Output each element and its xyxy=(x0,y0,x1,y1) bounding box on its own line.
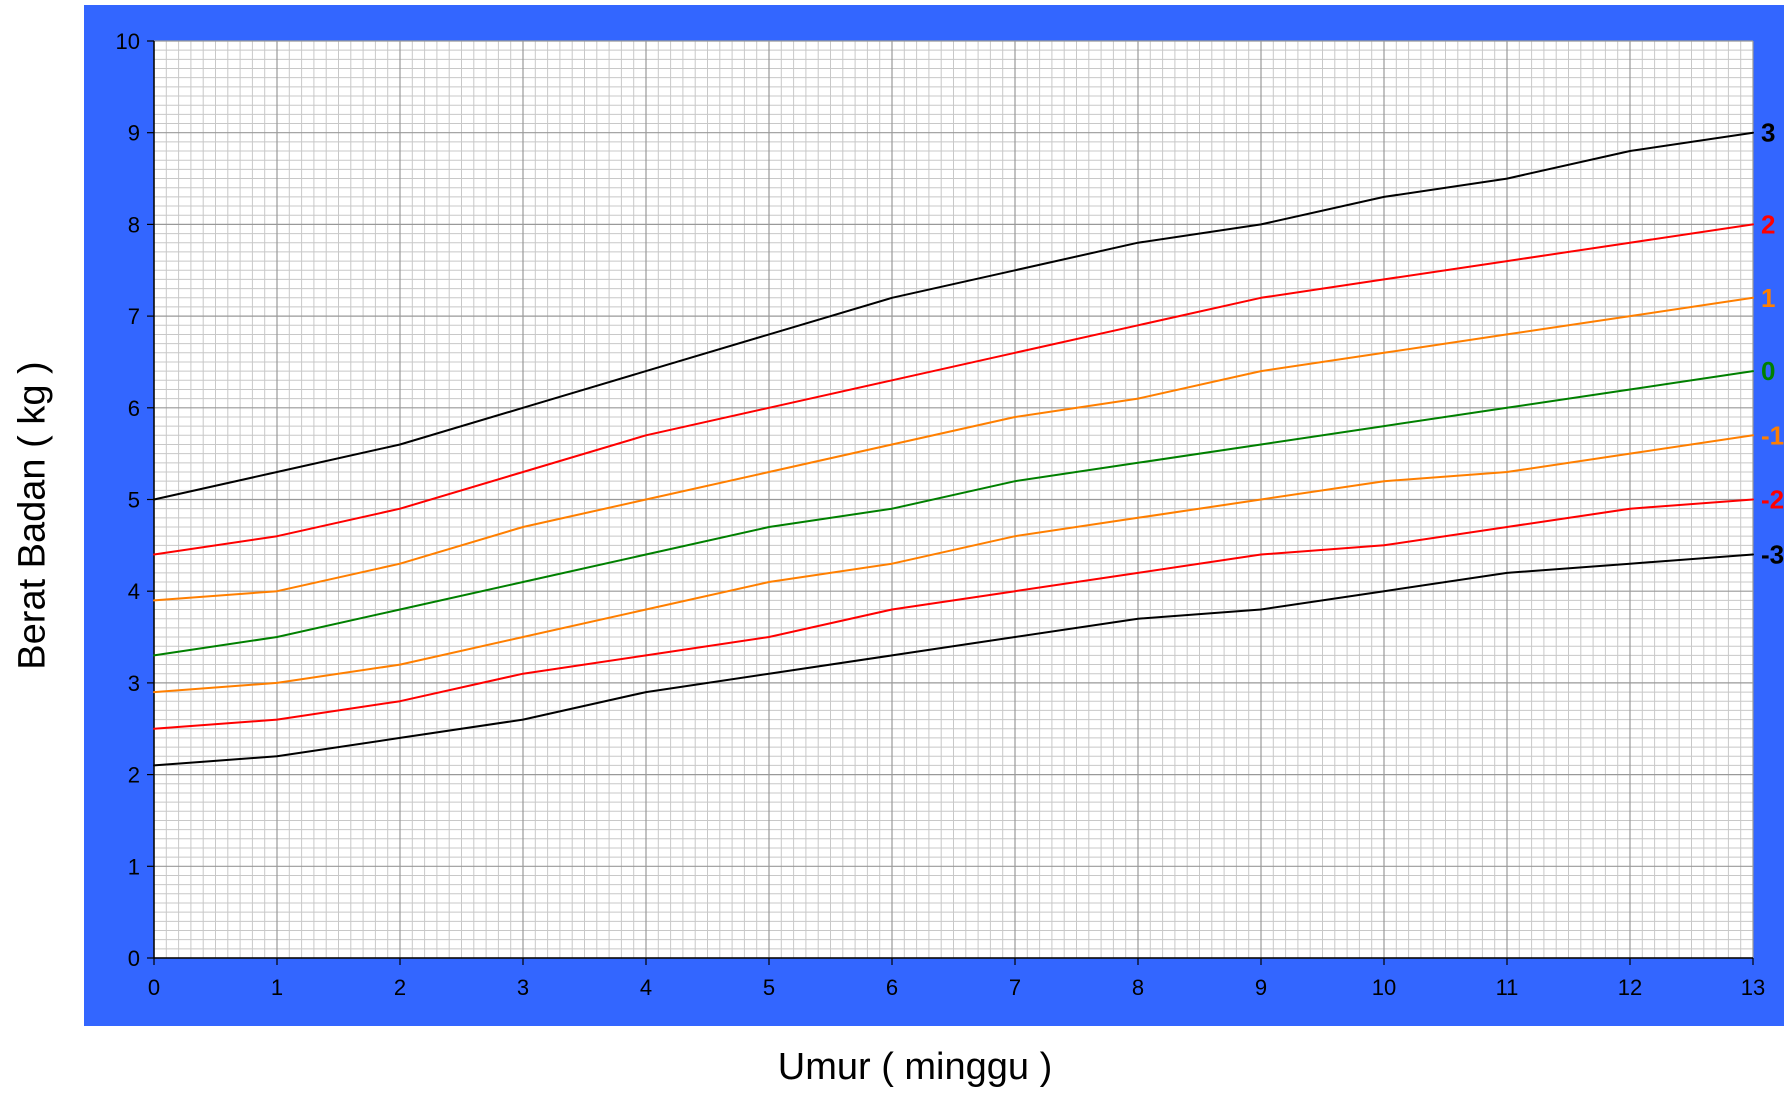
y-tick-label: 5 xyxy=(128,488,140,513)
series-line--1 xyxy=(153,434,1754,694)
y-tick-label: 1 xyxy=(128,854,140,879)
y-tick-label: 3 xyxy=(128,671,140,696)
series-label--3: -3 xyxy=(1761,540,1784,570)
series-line-1 xyxy=(153,296,1754,602)
x-tick-label: 9 xyxy=(1255,975,1267,1000)
x-tick-label: 1 xyxy=(271,975,283,1000)
y-tick-label: 9 xyxy=(128,121,140,146)
x-tick-label: 10 xyxy=(1372,975,1396,1000)
series-line-0 xyxy=(153,370,1754,657)
x-tick-label: 3 xyxy=(517,975,529,1000)
x-tick-label: 11 xyxy=(1496,975,1519,1000)
x-tick-label: 13 xyxy=(1741,975,1765,1000)
x-axis-title: Umur ( minggu ) xyxy=(777,1046,1053,1088)
x-tick-label: 4 xyxy=(640,975,652,1000)
y-tick-label: 6 xyxy=(128,396,140,421)
y-tick-label: 8 xyxy=(128,212,140,237)
series-label-1: 1 xyxy=(1761,283,1775,313)
y-tick-label: 0 xyxy=(128,946,140,971)
x-tick-label: 7 xyxy=(1009,975,1021,1000)
x-tick-label: 2 xyxy=(394,975,406,1000)
series-label--1: -1 xyxy=(1761,420,1784,450)
y-tick-label: 10 xyxy=(116,29,140,54)
y-tick-label: 4 xyxy=(128,579,140,604)
y-axis-title-wrap: Berat Badan ( kg ) xyxy=(8,0,58,1030)
x-tick-label: 5 xyxy=(763,975,775,1000)
series-line--2 xyxy=(153,498,1754,730)
series-line--3 xyxy=(153,553,1754,767)
series-label-2: 2 xyxy=(1761,209,1775,239)
series-label--2: -2 xyxy=(1761,485,1784,515)
x-tick-label: 8 xyxy=(1132,975,1144,1000)
series-line-2 xyxy=(153,223,1754,556)
series-label-0: 0 xyxy=(1761,356,1775,386)
x-tick-label: 12 xyxy=(1618,975,1642,1000)
y-tick-label: 7 xyxy=(128,304,140,329)
x-tick-label: 0 xyxy=(148,975,160,1000)
y-tick-label: 2 xyxy=(128,763,140,788)
series-line-3 xyxy=(153,131,1754,501)
series-label-3: 3 xyxy=(1761,118,1775,148)
x-tick-label: 6 xyxy=(886,975,898,1000)
y-axis-title: Berat Badan ( kg ) xyxy=(11,360,54,670)
